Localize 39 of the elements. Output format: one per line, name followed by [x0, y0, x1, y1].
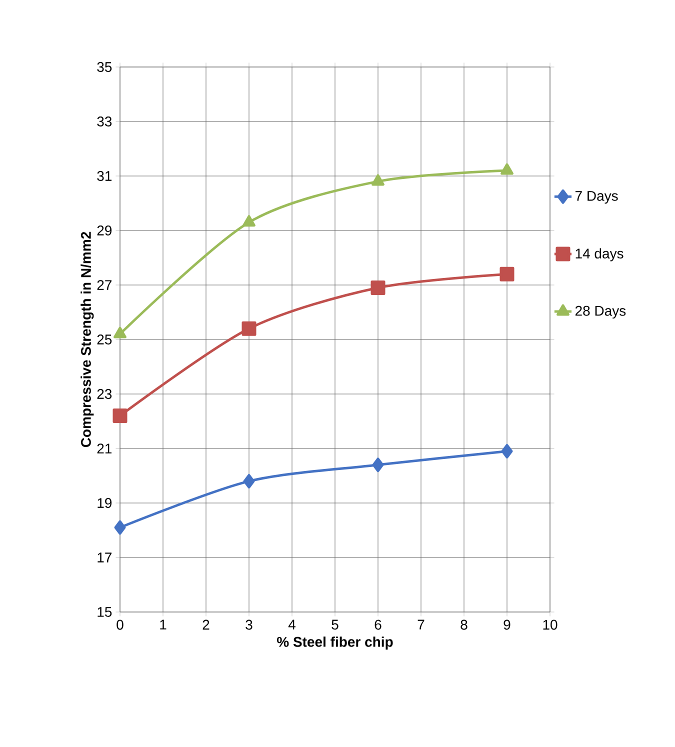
point [372, 174, 384, 186]
legend-label: 28 Days [575, 306, 626, 319]
x-tick-label: 3 [246, 620, 252, 630]
point [114, 520, 126, 535]
legend-label: 7 Days [575, 191, 618, 204]
y-axis-title: Compressive Strength in N/mm2 [80, 232, 94, 448]
point [501, 444, 513, 458]
legend-label: 14 days [576, 248, 624, 262]
x-tick-label: 5 [332, 620, 338, 630]
x-tick-label: 6 [374, 620, 382, 630]
y-tick-label: 19 [98, 498, 112, 508]
point [500, 163, 514, 175]
x-tick-label: 4 [288, 620, 296, 630]
x-tick-label: 8 [460, 620, 468, 630]
y-tick-label: 21 [97, 444, 112, 454]
y-tick-label: 17 [98, 552, 112, 562]
y-tick-label: 25 [97, 334, 112, 344]
y-tick-label: 27 [97, 280, 112, 290]
x-tick-label: 2 [202, 620, 210, 630]
x-tick-label: 9 [504, 620, 510, 630]
point [370, 280, 386, 295]
y-tick-label: 15 [98, 607, 112, 617]
point [500, 266, 514, 282]
x-tick-label: 7 [418, 620, 424, 630]
y-tick-label: 33 [97, 116, 112, 126]
y-tick-label: 23 [97, 389, 112, 399]
point [242, 321, 256, 336]
x-tick-label: 1 [160, 620, 166, 630]
point [242, 215, 256, 227]
x-axis-title: % Steel fiber chip [277, 636, 393, 650]
point [112, 408, 128, 424]
y-tick-label: 35 [97, 62, 112, 72]
y-tick-label: 31 [97, 171, 112, 181]
point [114, 326, 126, 338]
x-tick-label: 0 [116, 620, 124, 630]
y-tick-label: 29 [97, 226, 112, 236]
point [243, 474, 255, 488]
point [372, 458, 384, 472]
x-tick-label: 10 [543, 620, 558, 630]
